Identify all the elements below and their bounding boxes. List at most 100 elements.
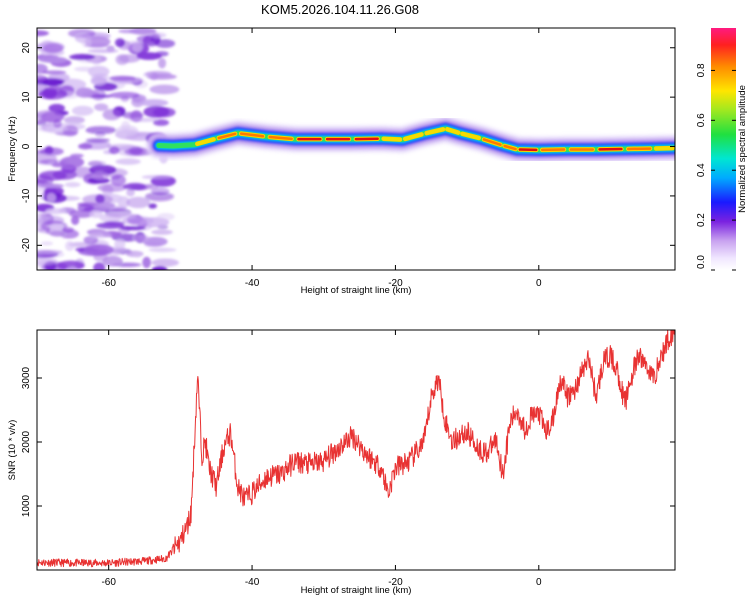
noise-blob <box>65 240 75 252</box>
noise-blob <box>37 30 49 37</box>
noise-blob <box>141 175 173 180</box>
colorbar-label: Normalized spectral amplitude <box>737 85 748 213</box>
noise-blob <box>95 202 116 209</box>
spectrogram-heatmap <box>37 28 675 270</box>
noise-blob <box>90 76 107 86</box>
noise-blob <box>118 54 141 63</box>
noise-blob <box>144 191 175 202</box>
noise-blob <box>37 119 47 126</box>
noise-blob <box>94 103 109 112</box>
snr-panel: -60 -40 -20 0 1000 2000 3000 Height of s… <box>7 329 676 596</box>
noise-blob <box>37 124 68 133</box>
noise-blob <box>132 234 150 242</box>
ridge-hot-core <box>403 133 423 141</box>
spectrogram-xlabel: Height of straight line (km) <box>301 285 412 296</box>
noise-blob <box>115 125 139 137</box>
ridge-hot-core <box>425 128 445 135</box>
noise-blob <box>81 39 92 48</box>
ridge-hot-core <box>446 128 460 134</box>
spectrogram-ylabel: Frequency (Hz) <box>7 116 18 181</box>
snr-series-line <box>37 330 675 568</box>
ridge-hot-core <box>217 132 237 140</box>
noise-blob <box>124 147 154 156</box>
noise-blob <box>39 170 67 181</box>
noise-blobs <box>37 28 180 270</box>
noise-blob <box>40 241 54 246</box>
noise-blob <box>136 52 162 60</box>
noise-blob <box>83 235 99 245</box>
noise-blob <box>95 194 105 204</box>
noise-blob <box>151 266 168 270</box>
spectrogram-xtick-1: -40 <box>245 278 260 289</box>
ridge-hot-core <box>482 138 502 146</box>
snr-ylabel: SNR (10 * v/v) <box>7 420 18 481</box>
noise-blob <box>64 182 81 188</box>
spectrogram-ytick-3: 10 <box>21 91 32 103</box>
noise-blob <box>102 109 121 121</box>
ridge-hot-core <box>461 132 481 140</box>
snr-xtick-1: -40 <box>245 577 260 588</box>
noise-blob <box>136 35 155 44</box>
noise-blob <box>38 183 65 189</box>
noise-blob <box>59 229 79 239</box>
noise-blob <box>118 29 140 34</box>
snr-ytick-2: 3000 <box>21 366 32 389</box>
noise-blob <box>143 105 170 118</box>
noise-blob <box>109 91 140 99</box>
noise-blob <box>71 105 94 116</box>
noise-blob <box>133 252 142 258</box>
noise-blob <box>85 126 117 135</box>
noise-blob <box>122 182 147 191</box>
noise-blob <box>53 119 62 128</box>
spectrogram-ytick-1: -10 <box>21 188 32 203</box>
noise-blob <box>74 66 95 72</box>
noise-blob <box>122 216 154 226</box>
noise-blob <box>149 84 180 95</box>
noise-blob <box>129 28 157 35</box>
noise-blob <box>108 146 120 155</box>
noise-blob <box>51 162 66 168</box>
noise-blob <box>126 188 135 197</box>
noise-blob <box>120 226 146 231</box>
noise-blob <box>89 160 107 166</box>
noise-blob <box>142 236 168 247</box>
noise-blob <box>91 171 109 181</box>
noise-blob <box>142 256 152 269</box>
colorbar-tick-4: 0.8 <box>696 63 707 77</box>
noise-blob <box>132 42 143 53</box>
spectrogram-ytick-0: -20 <box>21 238 32 253</box>
noise-blob <box>71 166 95 178</box>
colorbar-ticks <box>711 69 736 271</box>
noise-blob <box>148 247 177 253</box>
spectrogram-frame <box>36 27 676 271</box>
noise-blob <box>139 99 169 107</box>
noise-blob <box>88 231 112 239</box>
snr-ticks <box>37 330 675 570</box>
noise-blob <box>144 70 172 77</box>
noise-blob <box>38 56 68 63</box>
snr-ytick-0: 1000 <box>21 494 32 517</box>
noise-blob <box>37 153 57 164</box>
noise-blob <box>48 103 66 113</box>
spectrogram-ticks <box>37 28 675 270</box>
noise-blob <box>109 75 136 81</box>
ridge-hot-core <box>196 138 215 146</box>
noise-blob <box>45 208 66 215</box>
colorbar-tick-3: 0.6 <box>696 113 707 127</box>
colorbar-gradient <box>711 28 736 270</box>
colorbar-tick-0: 0.0 <box>696 255 707 269</box>
spectrogram-ytick-4: 20 <box>21 42 32 54</box>
noise-blob <box>153 119 170 126</box>
snr-ytick-1: 2000 <box>21 430 32 453</box>
colorbar: 0.0 0.2 0.4 0.6 0.8 Normalized spectral … <box>696 28 748 271</box>
noise-blob <box>75 87 94 98</box>
noise-blob <box>103 220 125 226</box>
noise-blob <box>65 266 78 270</box>
noise-blob <box>59 156 85 168</box>
noise-blob <box>37 257 58 266</box>
snr-xtick-0: -60 <box>101 577 116 588</box>
ridge-hot-core <box>503 144 517 151</box>
noise-blob <box>37 88 68 100</box>
noise-blob <box>154 39 176 48</box>
spectrogram-xtick-3: 0 <box>536 278 542 289</box>
